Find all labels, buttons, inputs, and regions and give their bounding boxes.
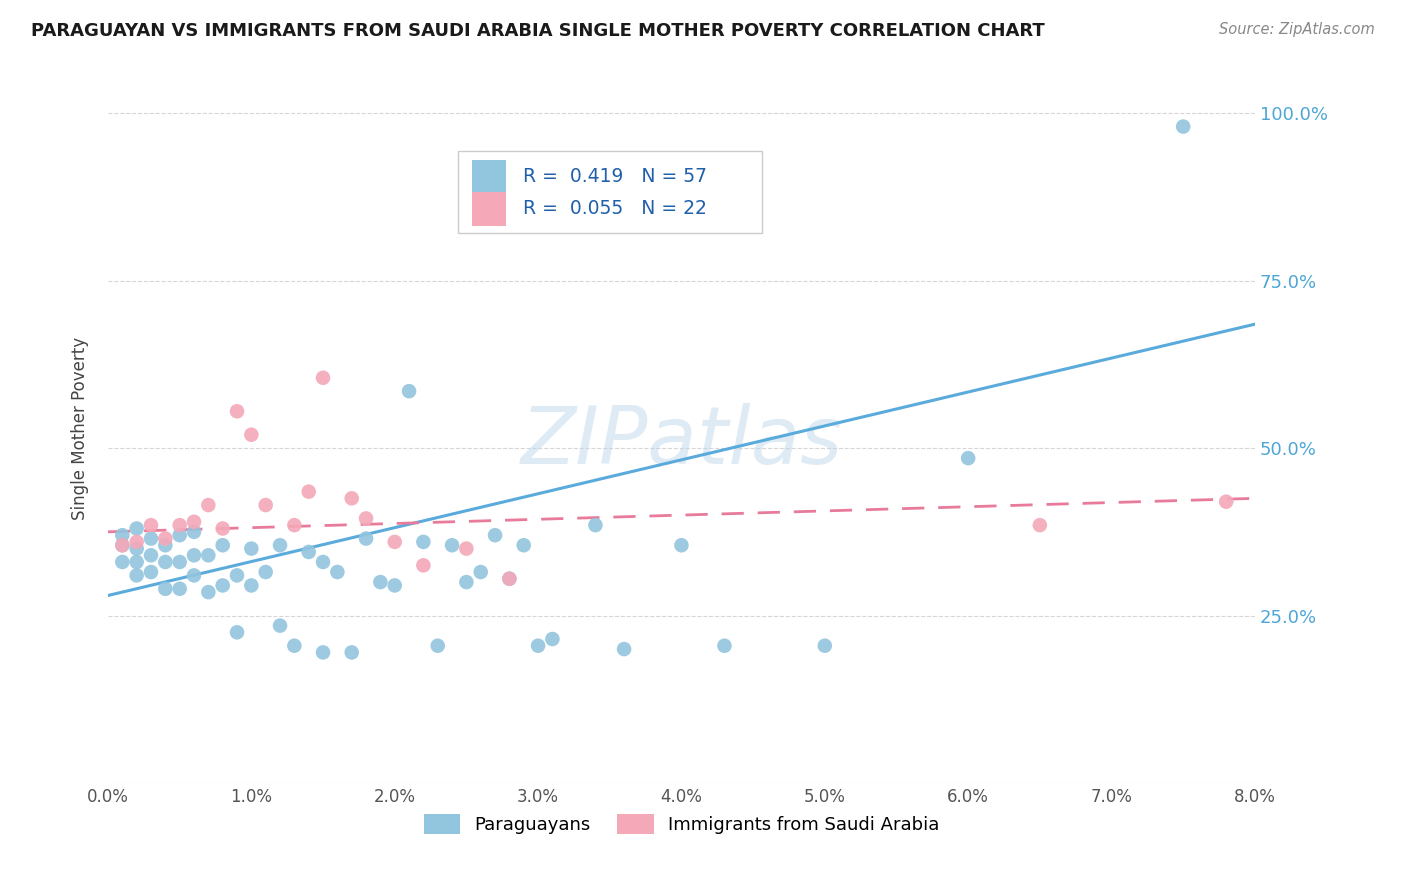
Point [139, 532, 162, 546]
Point [226, 568, 249, 582]
Point [183, 515, 205, 529]
Point [412, 558, 434, 573]
Point [398, 384, 420, 399]
Point [139, 565, 162, 579]
Point [1029, 518, 1052, 533]
Point [484, 528, 506, 542]
Point [183, 524, 205, 539]
Point [713, 639, 735, 653]
Point [240, 427, 263, 442]
Point [613, 642, 636, 657]
Point [125, 568, 148, 582]
Point [155, 538, 177, 552]
Point [470, 565, 492, 579]
Point [312, 645, 335, 659]
Point [254, 565, 277, 579]
FancyBboxPatch shape [458, 151, 762, 233]
Point [384, 578, 406, 592]
Text: R =  0.055   N = 22: R = 0.055 N = 22 [523, 199, 707, 219]
Point [226, 404, 249, 418]
Point [211, 538, 233, 552]
Point [183, 549, 205, 563]
Point [326, 565, 349, 579]
Point [240, 578, 263, 592]
Point [269, 618, 291, 632]
Point [298, 484, 321, 499]
Point [384, 535, 406, 549]
Point [111, 538, 134, 552]
Point [426, 639, 449, 653]
Point [1215, 494, 1237, 508]
Point [283, 639, 305, 653]
Bar [471, 160, 506, 194]
Point [527, 639, 550, 653]
Point [254, 498, 277, 512]
Point [211, 578, 233, 592]
Point [139, 518, 162, 533]
Point [155, 555, 177, 569]
Point [541, 632, 564, 646]
Point [169, 528, 191, 542]
Point [125, 521, 148, 535]
Point [957, 451, 980, 466]
Point [155, 532, 177, 546]
Point [269, 538, 291, 552]
Point [169, 582, 191, 596]
Point [814, 639, 837, 653]
Point [111, 555, 134, 569]
Point [298, 545, 321, 559]
Point [456, 575, 478, 590]
Point [354, 532, 377, 546]
Point [340, 645, 363, 659]
Point [197, 498, 219, 512]
Text: PARAGUAYAN VS IMMIGRANTS FROM SAUDI ARABIA SINGLE MOTHER POVERTY CORRELATION CHA: PARAGUAYAN VS IMMIGRANTS FROM SAUDI ARAB… [31, 22, 1045, 40]
Point [155, 582, 177, 596]
Point [340, 491, 363, 506]
Point [370, 575, 392, 590]
Point [1173, 120, 1195, 134]
Point [498, 572, 520, 586]
Point [111, 528, 134, 542]
Point [125, 535, 148, 549]
Point [183, 568, 205, 582]
Point [139, 549, 162, 563]
Point [456, 541, 478, 556]
Point [197, 549, 219, 563]
Text: R =  0.419   N = 57: R = 0.419 N = 57 [523, 167, 707, 186]
Point [197, 585, 219, 599]
Point [312, 371, 335, 385]
Point [583, 518, 606, 533]
Point [512, 538, 534, 552]
Text: ZIPatlas: ZIPatlas [520, 403, 842, 481]
Point [240, 541, 263, 556]
Point [498, 572, 520, 586]
Point [312, 555, 335, 569]
Point [125, 555, 148, 569]
Point [283, 518, 305, 533]
Point [412, 535, 434, 549]
Legend: Paraguayans, Immigrants from Saudi Arabia: Paraguayans, Immigrants from Saudi Arabi… [423, 814, 939, 834]
Point [169, 518, 191, 533]
Bar [471, 192, 506, 226]
Point [111, 538, 134, 552]
Point [354, 511, 377, 525]
Text: Source: ZipAtlas.com: Source: ZipAtlas.com [1219, 22, 1375, 37]
Point [125, 541, 148, 556]
Point [169, 555, 191, 569]
Point [671, 538, 693, 552]
Point [211, 521, 233, 535]
Point [441, 538, 464, 552]
Y-axis label: Single Mother Poverty: Single Mother Poverty [72, 336, 89, 519]
Point [226, 625, 249, 640]
